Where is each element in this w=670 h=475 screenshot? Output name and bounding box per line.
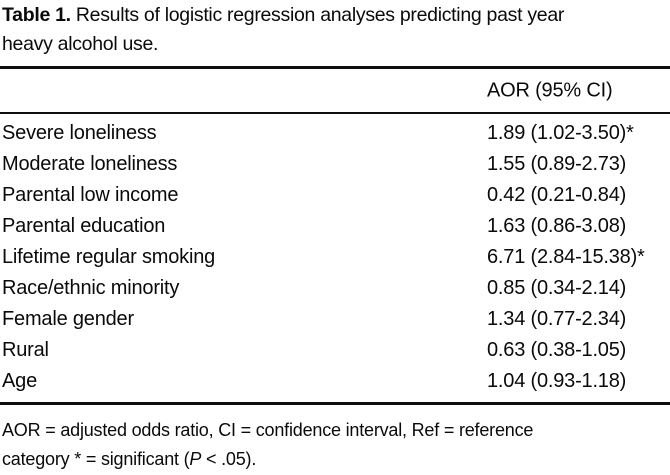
bottom-rule <box>0 402 670 405</box>
table-row: Rural 0.63 (0.38-1.05) <box>0 335 670 366</box>
row-value: 1.34 (0.77-2.34) <box>487 308 627 330</box>
row-label: Parental education <box>2 215 166 237</box>
footnote-line2-prefix: category * = significant ( <box>2 449 190 469</box>
row-value: 0.85 (0.34-2.14) <box>487 277 627 299</box>
row-value: 1.55 (0.89-2.73) <box>487 153 627 175</box>
table-row: Race/ethnic minority 0.85 (0.34-2.14) <box>0 273 670 304</box>
row-label: Race/ethnic minority <box>2 277 180 299</box>
table-body: Severe loneliness 1.89 (1.02-3.50)* Mode… <box>0 114 670 402</box>
row-value: 0.63 (0.38-1.05) <box>487 339 627 361</box>
table-footnote: AOR = adjusted odds ratio, CI = confiden… <box>0 416 670 474</box>
row-label: Severe loneliness <box>2 122 157 144</box>
table-row: Age 1.04 (0.93-1.18) <box>0 366 670 397</box>
table-title-line1: Results of logistic regression analyses … <box>75 4 565 26</box>
table-header-row: AOR (95% CI) <box>0 69 670 112</box>
table-title: Table 1. Results of logistic regression … <box>0 0 670 59</box>
table-row: Parental low income 0.42 (0.21-0.84) <box>0 180 670 211</box>
footnote-line1: AOR = adjusted odds ratio, CI = confiden… <box>2 420 534 440</box>
row-label: Lifetime regular smoking <box>2 246 216 268</box>
row-value: 1.89 (1.02-3.50)* <box>487 122 634 144</box>
table-row: Moderate loneliness 1.55 (0.89-2.73) <box>0 149 670 180</box>
top-rule <box>0 66 670 69</box>
table-title-line2: heavy alcohol use. <box>2 33 159 55</box>
column-header-aor-ci: AOR (95% CI) <box>487 79 613 101</box>
row-label: Moderate loneliness <box>2 153 178 175</box>
row-value: 1.04 (0.93-1.18) <box>487 370 627 392</box>
row-label: Rural <box>2 339 49 361</box>
row-value: 0.42 (0.21-0.84) <box>487 184 627 206</box>
row-label: Age <box>2 370 37 392</box>
footnote-line2-suffix: < .05). <box>201 449 257 469</box>
row-label: Female gender <box>2 308 134 330</box>
table-row: Parental education 1.63 (0.86-3.08) <box>0 211 670 242</box>
table-row: Severe loneliness 1.89 (1.02-3.50)* <box>0 118 670 149</box>
row-value: 1.63 (0.86-3.08) <box>487 215 627 237</box>
table-row: Lifetime regular smoking 6.71 (2.84-15.3… <box>0 242 670 273</box>
row-value: 6.71 (2.84-15.38)* <box>487 246 645 268</box>
header-rule <box>0 112 670 114</box>
footnote-p-symbol: P <box>189 449 202 469</box>
table-number-label: Table 1. <box>2 4 71 26</box>
row-label: Parental low income <box>2 184 179 206</box>
table-row: Female gender 1.34 (0.77-2.34) <box>0 304 670 335</box>
